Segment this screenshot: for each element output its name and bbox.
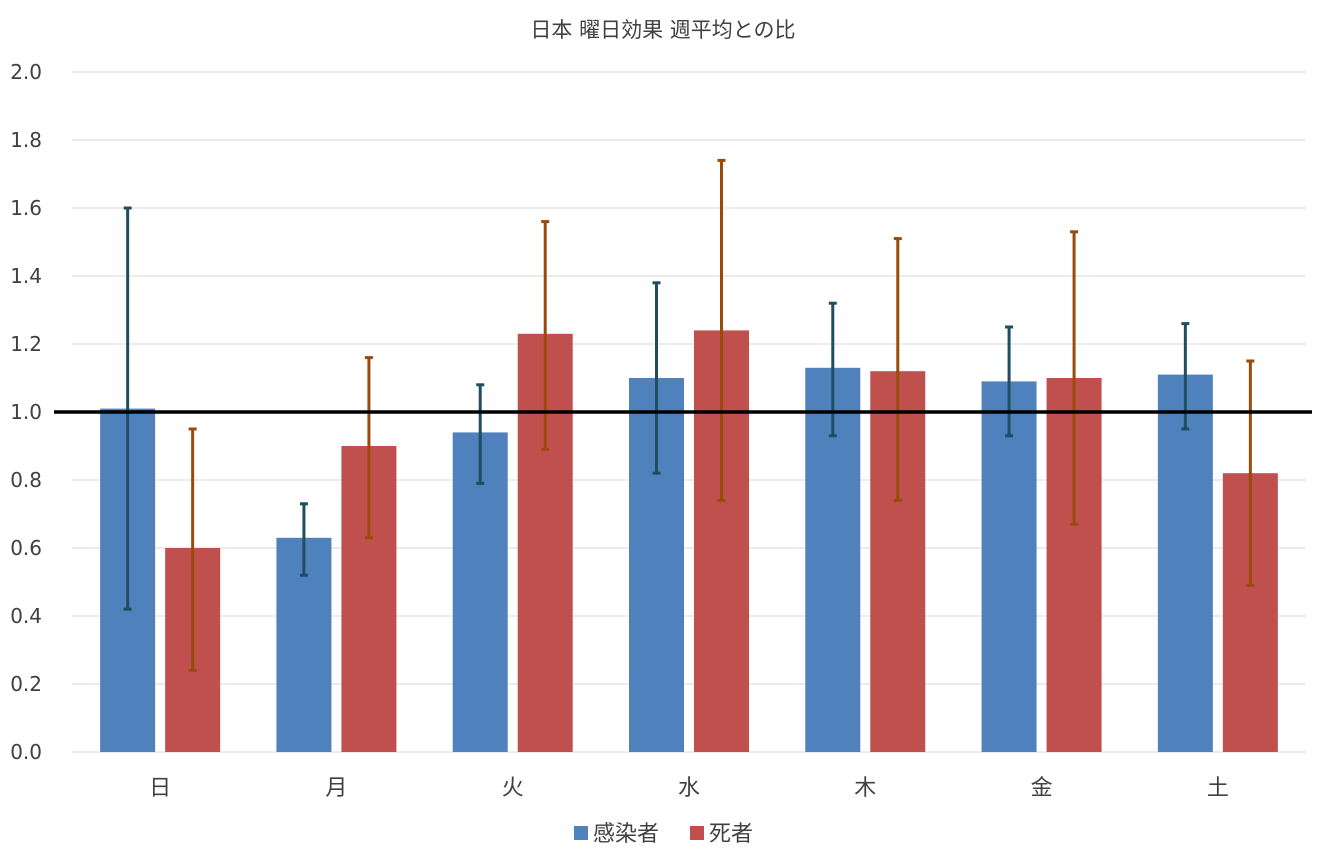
y-tick-label: 1.4 [10,264,42,288]
y-tick-label: 1.8 [10,128,42,152]
chart-title: 日本 曜日効果 週平均との比 [530,18,795,42]
y-tick-label: 0.4 [10,604,42,628]
y-axis-ticks: 0.0 0.2 0.4 0.6 0.8 1.0 1.2 1.4 1.6 1.8 2.0 [10,60,42,764]
bar-infected [452,432,508,752]
error-bars [123,158,1255,672]
y-tick-label: 1.0 [10,400,42,424]
x-axis-categories: 日月火水木金土 [149,776,1229,801]
x-category-label: 土 [1207,776,1229,801]
y-tick-label: 1.2 [10,332,42,356]
x-category-label: 木 [854,776,876,801]
y-tick-label: 0.8 [10,468,42,492]
y-tick-label: 0.0 [10,740,42,764]
legend-swatch-deaths [690,826,704,840]
bar-infected [981,381,1037,752]
x-category-label: 月 [325,776,347,801]
legend-label-infected: 感染者 [593,822,659,847]
y-tick-label: 1.6 [10,196,42,220]
x-category-label: 日 [149,776,171,801]
x-category-label: 火 [502,776,524,801]
bars [100,330,1278,752]
y-tick-label: 0.2 [10,672,42,696]
bar-infected [1157,374,1213,752]
y-tick-label: 0.6 [10,536,42,560]
y-tick-label: 2.0 [10,60,42,84]
x-category-label: 金 [1031,776,1053,801]
legend-label-deaths: 死者 [709,822,753,847]
legend: 感染者 死者 [574,822,753,847]
x-category-label: 水 [678,776,700,801]
legend-swatch-infected [574,826,588,840]
